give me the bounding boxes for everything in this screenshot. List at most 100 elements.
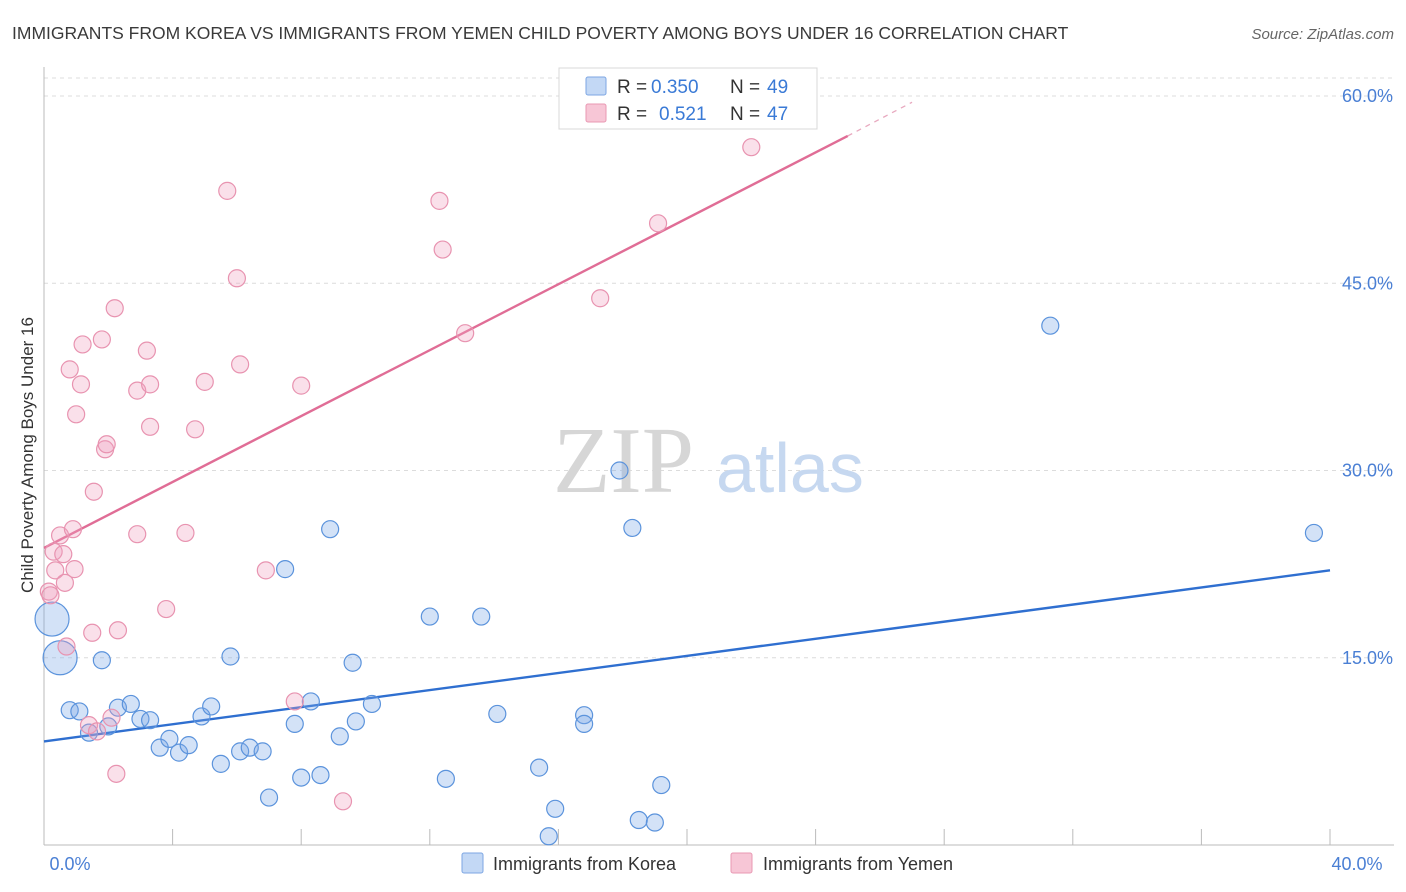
point-korea bbox=[362, 694, 382, 714]
legend-yemen-n-value: 47 bbox=[767, 104, 788, 125]
point-korea bbox=[311, 765, 330, 785]
trend-lines bbox=[43, 101, 1331, 743]
point-yemen bbox=[46, 561, 65, 580]
point-korea bbox=[610, 461, 629, 480]
point-korea bbox=[530, 758, 549, 777]
legend-yemen-n-label: N = bbox=[730, 104, 760, 125]
point-yemen bbox=[231, 355, 250, 374]
chart-title: IMMIGRANTS FROM KOREA VS IMMIGRANTS FROM… bbox=[12, 23, 1069, 43]
axes bbox=[43, 67, 1394, 846]
point-korea bbox=[343, 653, 362, 672]
point-korea bbox=[1304, 523, 1324, 543]
series-legend: Immigrants from Korea Immigrants from Ye… bbox=[461, 852, 953, 874]
point-yemen bbox=[648, 214, 668, 233]
point-korea bbox=[221, 647, 240, 666]
y-tick-label: 60.0% bbox=[1342, 86, 1393, 106]
point-korea bbox=[231, 742, 250, 761]
point-yemen bbox=[67, 405, 86, 424]
source-label: Source: ZipAtlas.com bbox=[1251, 26, 1394, 43]
point-yemen bbox=[285, 692, 304, 711]
y-tick-label: 45.0% bbox=[1342, 273, 1393, 293]
point-korea bbox=[1041, 316, 1060, 335]
point-korea bbox=[121, 694, 140, 714]
point-yemen bbox=[227, 269, 246, 288]
point-korea bbox=[285, 714, 304, 734]
y-tick-labels: 15.0% 30.0% 45.0% 60.0% bbox=[1342, 86, 1393, 668]
point-yemen bbox=[456, 324, 475, 343]
point-korea bbox=[253, 742, 272, 761]
bottom-legend-yemen-label: Immigrants from Yemen bbox=[763, 854, 953, 874]
point-yemen bbox=[195, 372, 214, 391]
point-korea bbox=[575, 714, 594, 734]
point-korea bbox=[92, 651, 111, 670]
point-yemen bbox=[84, 482, 103, 501]
point-korea bbox=[629, 810, 648, 830]
point-korea bbox=[202, 697, 221, 716]
point-korea bbox=[321, 520, 340, 539]
point-yemen bbox=[87, 722, 107, 741]
legend-korea-r-label: R = bbox=[617, 77, 647, 98]
point-korea bbox=[131, 709, 150, 729]
point-korea bbox=[436, 769, 455, 788]
point-korea bbox=[346, 712, 365, 731]
point-yemen bbox=[186, 420, 205, 439]
legend-yemen-r-value: 0.521 bbox=[659, 104, 707, 125]
legend-yemen-r-label: R = bbox=[617, 104, 647, 125]
point-korea bbox=[330, 727, 349, 746]
point-korea bbox=[652, 775, 671, 795]
data-points bbox=[34, 138, 1324, 846]
y-axis-label: Child Poverty Among Boys Under 16 bbox=[18, 317, 37, 593]
point-yemen bbox=[292, 376, 311, 395]
point-yemen bbox=[333, 792, 353, 811]
bottom-legend-swatch-yemen bbox=[730, 852, 753, 874]
x-tick-label-max: 40.0% bbox=[1331, 854, 1382, 874]
point-yemen bbox=[742, 138, 761, 157]
y-tick-label: 30.0% bbox=[1342, 461, 1393, 481]
trend-line-korea bbox=[43, 569, 1331, 743]
point-yemen bbox=[105, 299, 124, 318]
legend-korea-n-label: N = bbox=[730, 77, 760, 98]
trend-line-yemen bbox=[43, 134, 849, 549]
legend-swatch-yemen bbox=[585, 103, 607, 123]
x-tick-label-min: 0.0% bbox=[49, 854, 90, 874]
point-yemen bbox=[83, 623, 102, 642]
point-korea bbox=[169, 743, 189, 762]
stats-legend: R = 0.350 N = 49 R = 0.521 N = 47 bbox=[558, 67, 818, 130]
point-korea bbox=[34, 601, 70, 637]
point-korea bbox=[472, 607, 491, 626]
point-korea bbox=[140, 711, 160, 730]
point-korea bbox=[192, 707, 211, 726]
point-yemen bbox=[176, 523, 195, 543]
point-yemen bbox=[92, 330, 111, 349]
point-yemen bbox=[60, 360, 79, 379]
point-yemen bbox=[140, 375, 160, 394]
watermark-zip: ZIP bbox=[553, 409, 694, 513]
point-yemen bbox=[55, 573, 74, 592]
legend-swatch-korea bbox=[585, 76, 607, 96]
point-korea bbox=[420, 607, 439, 626]
point-korea bbox=[623, 518, 642, 538]
point-korea bbox=[488, 704, 507, 724]
point-yemen bbox=[128, 525, 147, 544]
point-korea bbox=[70, 702, 89, 721]
point-korea bbox=[292, 768, 311, 787]
point-yemen bbox=[433, 240, 452, 259]
legend-korea-r-value: 0.350 bbox=[651, 77, 699, 98]
point-korea bbox=[645, 813, 664, 832]
point-korea bbox=[546, 799, 565, 818]
point-korea bbox=[160, 729, 179, 748]
legend-korea-n-value: 49 bbox=[767, 77, 788, 98]
watermark: ZIP atlas bbox=[553, 409, 864, 513]
point-yemen bbox=[57, 637, 76, 656]
point-korea bbox=[539, 827, 558, 846]
bottom-legend-korea-label: Immigrants from Korea bbox=[493, 854, 677, 874]
point-yemen bbox=[140, 417, 160, 436]
bottom-legend-swatch-korea bbox=[461, 852, 484, 874]
watermark-atlas: atlas bbox=[716, 429, 864, 507]
point-yemen bbox=[157, 599, 176, 619]
point-yemen bbox=[108, 621, 128, 640]
point-korea bbox=[301, 692, 320, 711]
point-yemen bbox=[102, 708, 121, 727]
point-yemen bbox=[218, 181, 237, 200]
